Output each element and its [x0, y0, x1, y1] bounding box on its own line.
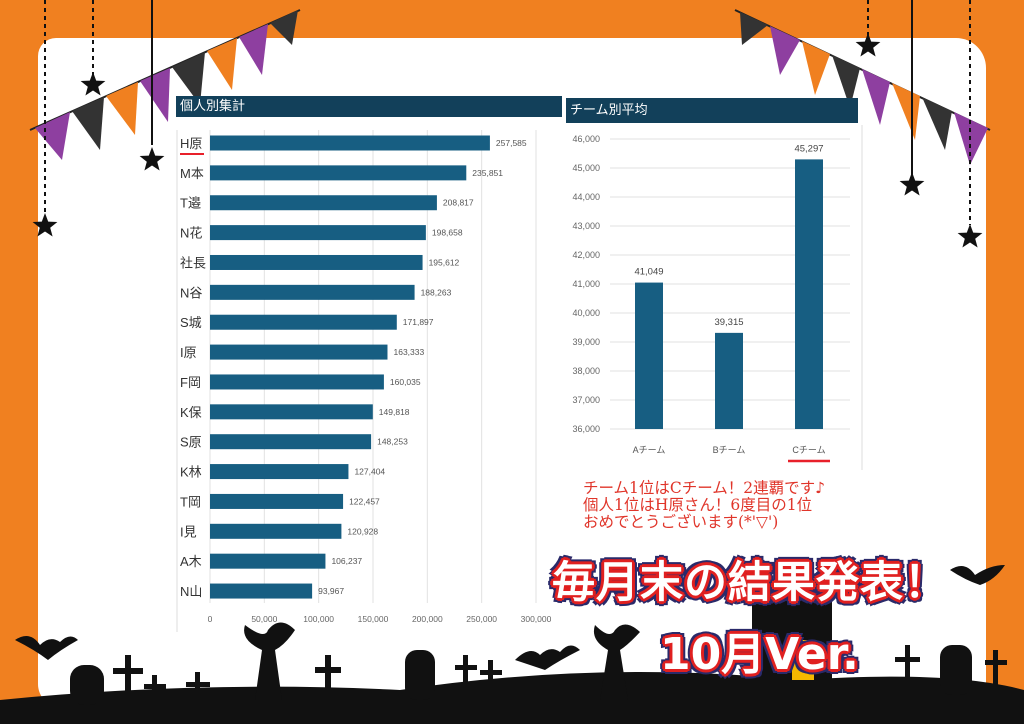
data-label: 188,263 — [421, 287, 452, 297]
category-label: F岡 — [180, 375, 201, 390]
data-label: 120,928 — [347, 526, 378, 536]
bar — [210, 225, 426, 241]
bar — [635, 282, 663, 429]
data-label: 45,297 — [794, 143, 823, 154]
x-tick-label: 150,000 — [358, 614, 389, 624]
category-label: Bチーム — [713, 445, 746, 455]
star-icon — [80, 72, 106, 96]
bar — [210, 135, 490, 151]
data-label: 163,333 — [393, 347, 424, 357]
message-line: チーム1位はCチーム！2連覇です♪ — [583, 479, 826, 497]
star-icon — [957, 224, 983, 248]
bar — [210, 493, 344, 509]
bar — [210, 464, 349, 480]
individual-chart-header: 個人別集計 — [176, 96, 562, 117]
haunted-house — [752, 600, 832, 680]
category-label: Aチーム — [633, 445, 666, 455]
category-label: T岡 — [180, 494, 201, 509]
bar — [715, 332, 743, 429]
data-label: 148,253 — [377, 437, 408, 447]
category-label: I見 — [180, 524, 197, 539]
bar — [795, 159, 823, 429]
bar — [210, 523, 342, 539]
data-label: 93,967 — [318, 586, 344, 596]
data-label: 149,818 — [379, 407, 410, 417]
y-tick-label: 46,000 — [572, 134, 600, 144]
bar — [210, 404, 373, 420]
data-label: 171,897 — [403, 317, 434, 327]
message-line: おめでとうございます(*'▽') — [583, 513, 779, 531]
category-label: N花 — [180, 226, 202, 241]
data-label: 122,457 — [349, 496, 380, 506]
category-label: I原 — [180, 345, 197, 360]
data-label: 160,035 — [390, 377, 421, 387]
category-label: Cチーム — [792, 445, 825, 455]
y-tick-label: 39,000 — [572, 337, 600, 347]
bar — [210, 374, 384, 390]
x-tick-label: 50,000 — [251, 614, 277, 624]
y-tick-label: 36,000 — [572, 424, 600, 434]
category-label: T邉 — [180, 196, 201, 211]
message-line: 個人1位はH原さん！6度目の1位 — [583, 496, 813, 514]
data-label: 39,315 — [714, 317, 743, 328]
category-label: N谷 — [180, 285, 202, 300]
x-tick-label: 250,000 — [466, 614, 497, 624]
category-label: S原 — [180, 435, 202, 450]
hanging-stars — [44, 0, 971, 225]
y-tick-label: 38,000 — [572, 366, 600, 376]
y-tick-label: 40,000 — [572, 308, 600, 318]
category-label: A木 — [180, 554, 202, 569]
data-label: 41,049 — [634, 267, 663, 278]
team-chart-header: チーム別平均 — [566, 98, 858, 123]
monthly-results-title: 毎月末の結果発表！ — [552, 558, 948, 608]
x-tick-label: 100,000 — [303, 614, 334, 624]
star-icon — [32, 213, 58, 237]
data-label: 198,658 — [432, 228, 463, 238]
data-label: 195,612 — [429, 257, 460, 267]
star-icons — [32, 33, 983, 248]
category-label: S城 — [180, 315, 202, 330]
data-label: 127,404 — [354, 467, 385, 477]
y-tick-label: 43,000 — [572, 221, 600, 231]
category-label: N山 — [180, 584, 202, 599]
bar — [210, 254, 423, 270]
result-message: チーム1位はCチーム！2連覇です♪ 個人1位はH原さん！6度目の1位 おめでとうござ… — [583, 480, 825, 531]
bar — [210, 434, 372, 450]
category-label: H原 — [180, 136, 202, 151]
background-paper — [38, 38, 986, 708]
bar — [210, 314, 397, 330]
bar — [210, 553, 326, 569]
bar — [210, 195, 437, 211]
data-label: 257,585 — [496, 138, 527, 148]
category-label: M本 — [180, 166, 204, 181]
y-tick-label: 42,000 — [572, 250, 600, 260]
x-tick-label: 0 — [208, 614, 213, 624]
y-tick-label: 45,000 — [572, 163, 600, 173]
october-version-title: 10月Ver. — [660, 629, 859, 680]
x-tick-label: 200,000 — [412, 614, 443, 624]
bar — [210, 284, 415, 300]
x-tick-label: 300,000 — [521, 614, 552, 624]
data-label: 208,817 — [443, 198, 474, 208]
data-label: 235,851 — [472, 168, 503, 178]
star-icon — [139, 147, 165, 171]
category-label: 社長 — [180, 255, 206, 270]
graveyard-silhouette — [0, 565, 1024, 724]
y-tick-label: 41,000 — [572, 279, 600, 289]
y-tick-label: 44,000 — [572, 192, 600, 202]
bunting-left — [29, 9, 301, 160]
data-label: 106,237 — [331, 556, 362, 566]
category-label: K林 — [180, 465, 202, 480]
y-tick-label: 37,000 — [572, 395, 600, 405]
star-icon — [855, 33, 881, 57]
category-label: K保 — [180, 405, 202, 420]
bunting-right — [734, 9, 991, 165]
bar — [210, 165, 467, 181]
bar — [210, 344, 388, 360]
bar — [210, 583, 313, 599]
star-icon — [899, 172, 925, 196]
